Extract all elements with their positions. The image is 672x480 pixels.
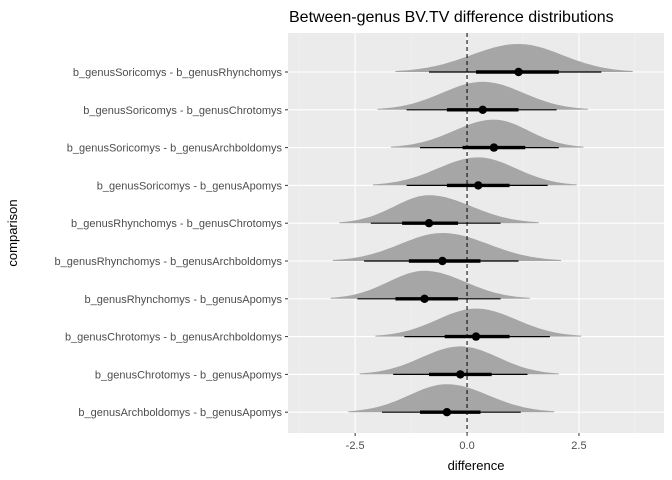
density-9 [359, 346, 559, 375]
median-point-1 [514, 67, 523, 77]
density-layer [330, 44, 633, 413]
density-5 [339, 195, 539, 224]
y-tick-label: b_genusSoricomys - b_genusChrotomys [83, 105, 282, 117]
median-point-6 [438, 256, 447, 266]
x-tick-label: 2.5 [571, 440, 586, 452]
y-tick-label: b_genusSoricomys - b_genusApomys [97, 180, 283, 192]
median-point-7 [420, 294, 429, 303]
density-8 [375, 308, 582, 337]
median-point-2 [478, 105, 487, 115]
y-axis-title: comparison [5, 199, 20, 266]
y-tick-label: b_genusChrotomys - b_genusApomys [95, 369, 283, 381]
y-tick-label: b_genusRhynchomys - b_genusApomys [84, 294, 282, 306]
median-point-8 [471, 332, 481, 341]
density-7 [330, 270, 530, 299]
chart-title: Between-genus BV.TV difference distribut… [289, 9, 614, 26]
x-tick-label: 0.0 [459, 440, 474, 452]
median-point-10 [442, 408, 452, 417]
median-point-5 [424, 219, 434, 228]
interval-layer [357, 67, 602, 417]
median-point-9 [456, 370, 465, 379]
median-point-3 [489, 143, 499, 152]
y-tick-label: b_genusRhynchomys - b_genusChrotomys [71, 218, 282, 230]
y-tick-label: b_genusSoricomys - b_genusRhynchomys [73, 67, 283, 79]
median-point-4 [474, 181, 483, 190]
y-tick-labels: b_genusSoricomys - b_genusRhynchomys b_ge… [55, 67, 283, 419]
y-tick-label: b_genusRhynchomys - b_genusArchboldomys [55, 256, 283, 268]
density-10 [348, 384, 555, 413]
density-6 [332, 233, 561, 261]
axis-ticks [285, 71, 580, 436]
x-tick-labels: -2.5 0.0 2.5 [346, 440, 587, 452]
y-tick-label: b_genusArchboldomys - b_genusApomys [78, 407, 282, 419]
y-tick-label: b_genusSoricomys - b_genusArchboldomys [67, 143, 283, 155]
density-1 [395, 44, 633, 72]
x-axis-title: difference [448, 458, 505, 473]
x-tick-label: -2.5 [346, 440, 365, 452]
y-tick-label: b_genusChrotomys - b_genusArchboldomys [65, 332, 283, 344]
density-2 [377, 81, 588, 110]
density-3 [391, 119, 584, 148]
density-4 [373, 157, 577, 186]
